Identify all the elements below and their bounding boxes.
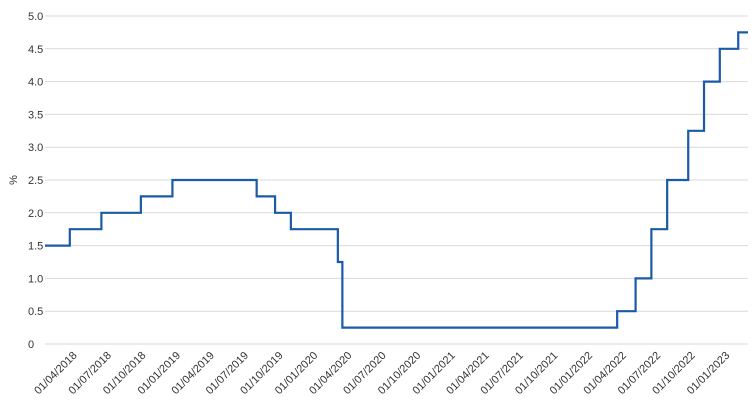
y-tick-label: 3.5 [28, 109, 43, 121]
y-tick-label: 5.0 [28, 11, 43, 23]
y-tick-label: 2.0 [28, 208, 43, 220]
series-line [45, 31, 748, 329]
y-tick-label: 3.0 [28, 142, 43, 154]
y-tick-label: 0.5 [28, 306, 43, 318]
series-layer [45, 31, 748, 329]
y-axis-ticks: 0 0.5 1.0 1.5 2.0 2.5 3.0 3.5 4.0 4.5 5.0 [28, 11, 43, 351]
y-tick-label: 0 [28, 339, 34, 351]
gridlines [45, 15, 748, 345]
y-tick-label: 1.0 [28, 273, 43, 285]
y-tick-label: 4.0 [28, 77, 43, 89]
y-tick-label: 4.5 [28, 44, 43, 56]
y-tick-label: 2.5 [28, 175, 43, 187]
y-axis-label: % [8, 175, 20, 185]
y-tick-label: 1.5 [28, 241, 43, 253]
x-axis-ticks: 01/04/201801/07/201801/10/201801/01/2019… [32, 350, 732, 397]
